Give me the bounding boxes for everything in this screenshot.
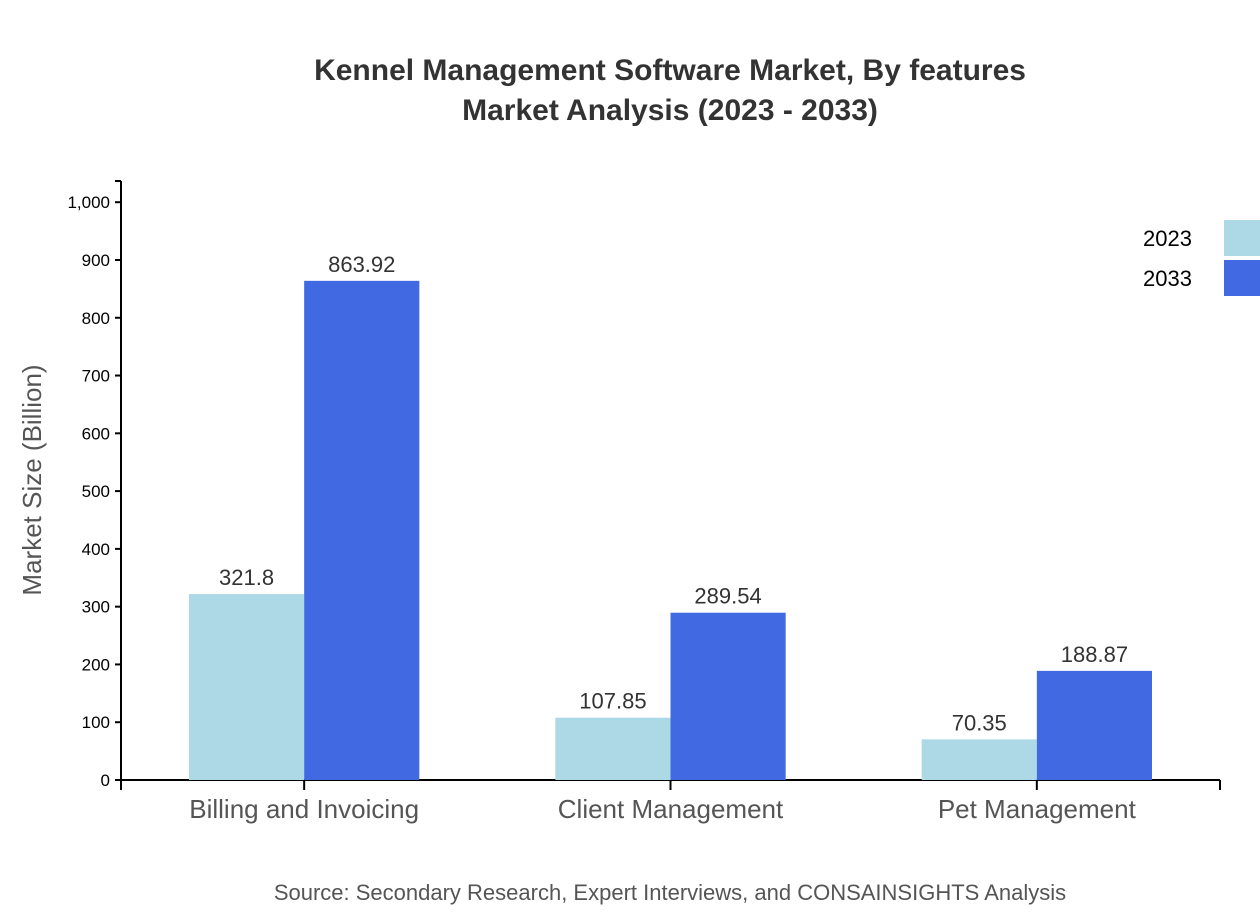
y-tick-label: 600 xyxy=(82,424,110,443)
legend-swatch xyxy=(1224,260,1260,296)
data-label: 863.92 xyxy=(328,252,395,277)
y-tick-label: 400 xyxy=(82,540,110,559)
source-note: Source: Secondary Research, Expert Inter… xyxy=(274,880,1066,905)
y-tick-label: 500 xyxy=(82,482,110,501)
data-label: 321.8 xyxy=(219,565,274,590)
y-tick-label: 0 xyxy=(101,771,110,790)
y-axis-label: Market Size (Billion) xyxy=(17,364,47,595)
legend-label: 2023 xyxy=(1143,226,1192,251)
chart-subtitle: Market Analysis (2023 - 2033) xyxy=(462,94,878,127)
y-tick-label: 700 xyxy=(82,367,110,386)
data-label: 70.35 xyxy=(952,710,1007,735)
chart-title: Kennel Management Software Market, By fe… xyxy=(314,54,1026,87)
bar-2033 xyxy=(670,612,786,780)
legend-label: 2033 xyxy=(1143,266,1192,291)
y-tick-label: 1,000 xyxy=(67,193,110,212)
y-tick-label: 100 xyxy=(82,713,110,732)
legend-swatch xyxy=(1224,220,1260,256)
data-label: 107.85 xyxy=(579,689,646,714)
y-tick-label: 300 xyxy=(82,598,110,617)
data-label: 188.87 xyxy=(1061,642,1128,667)
x-tick-label: Billing and Invoicing xyxy=(189,794,419,824)
y-tick-label: 800 xyxy=(82,309,110,328)
data-label: 289.54 xyxy=(694,584,761,609)
x-tick-label: Client Management xyxy=(558,794,784,824)
bar-2023 xyxy=(555,717,671,780)
bar-2033 xyxy=(1036,670,1152,780)
bar-2023 xyxy=(189,594,305,780)
bar-2023 xyxy=(921,739,1037,780)
x-tick-label: Pet Management xyxy=(938,794,1137,824)
y-tick-label: 900 xyxy=(82,251,110,270)
y-tick-label: 200 xyxy=(82,655,110,674)
bar-2033 xyxy=(304,280,420,780)
